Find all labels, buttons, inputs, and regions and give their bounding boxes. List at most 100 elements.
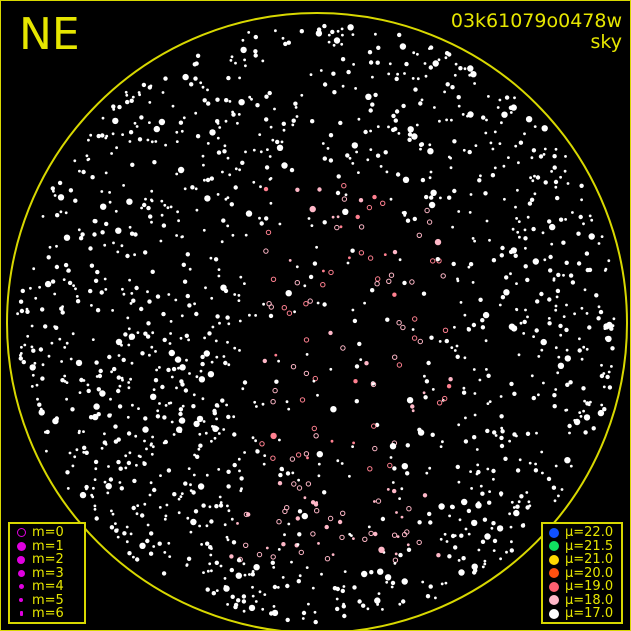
star — [401, 599, 406, 604]
star — [50, 186, 55, 191]
star — [340, 42, 344, 46]
star — [180, 129, 184, 133]
star — [385, 317, 390, 322]
star — [211, 325, 215, 329]
star — [265, 229, 272, 236]
star — [374, 281, 380, 287]
star — [316, 451, 323, 458]
star — [215, 314, 220, 319]
star — [341, 196, 348, 202]
star — [66, 268, 71, 273]
star — [515, 217, 518, 220]
star — [305, 566, 309, 569]
star — [146, 321, 151, 326]
star — [123, 332, 128, 337]
star — [449, 166, 453, 170]
star — [548, 268, 553, 273]
star — [107, 413, 112, 418]
star — [232, 415, 236, 419]
star — [368, 530, 374, 537]
star — [100, 446, 104, 450]
star — [116, 535, 120, 539]
star — [130, 292, 134, 295]
star — [169, 320, 173, 323]
star — [295, 265, 299, 269]
star — [146, 138, 150, 142]
star — [329, 367, 333, 371]
star — [573, 312, 576, 316]
star — [357, 117, 361, 121]
star — [385, 170, 389, 174]
star — [231, 540, 237, 545]
star — [41, 363, 45, 367]
star — [127, 386, 131, 390]
star — [411, 133, 418, 140]
star — [510, 500, 514, 504]
star — [217, 268, 221, 271]
star — [158, 402, 161, 405]
star — [131, 298, 136, 303]
star — [240, 487, 243, 491]
star — [193, 76, 198, 81]
star — [436, 400, 443, 406]
star — [221, 170, 224, 174]
star — [286, 310, 293, 316]
star — [38, 347, 44, 352]
star — [235, 572, 242, 579]
star-field — [16, 23, 616, 625]
star — [445, 118, 448, 122]
star — [335, 586, 340, 592]
star — [366, 204, 373, 211]
star — [192, 473, 196, 477]
star — [439, 196, 442, 200]
star — [180, 314, 184, 318]
star — [215, 589, 219, 592]
star — [433, 106, 436, 109]
star — [122, 531, 127, 536]
star — [582, 409, 585, 413]
star — [63, 262, 69, 268]
star — [143, 502, 147, 506]
star — [230, 594, 235, 599]
star — [269, 177, 273, 180]
star — [237, 457, 241, 461]
star — [38, 285, 41, 289]
star — [527, 201, 533, 206]
star — [261, 402, 265, 406]
magnitude-symbol-icon — [10, 541, 32, 551]
star — [262, 358, 267, 364]
star — [461, 556, 466, 561]
brightness-label: μ=22.0 — [565, 525, 614, 541]
star — [178, 418, 184, 423]
star — [484, 131, 488, 135]
star — [148, 214, 153, 219]
star — [508, 323, 516, 330]
star — [270, 399, 276, 405]
star — [239, 275, 243, 279]
star — [419, 142, 425, 147]
star — [351, 162, 355, 165]
star — [366, 158, 370, 162]
star — [340, 57, 346, 62]
star — [509, 111, 513, 114]
star — [103, 480, 107, 484]
star — [458, 569, 465, 576]
star — [461, 390, 467, 395]
star — [210, 439, 213, 443]
star — [357, 341, 362, 347]
star — [208, 505, 212, 509]
star — [443, 90, 446, 94]
star — [40, 376, 45, 381]
star — [108, 200, 112, 204]
star — [468, 211, 472, 214]
star — [315, 501, 318, 504]
star — [262, 462, 266, 466]
star — [405, 471, 410, 476]
star — [220, 240, 224, 244]
star — [114, 522, 117, 525]
star — [459, 301, 463, 304]
star — [268, 155, 272, 158]
star — [558, 217, 564, 222]
star — [226, 75, 231, 81]
